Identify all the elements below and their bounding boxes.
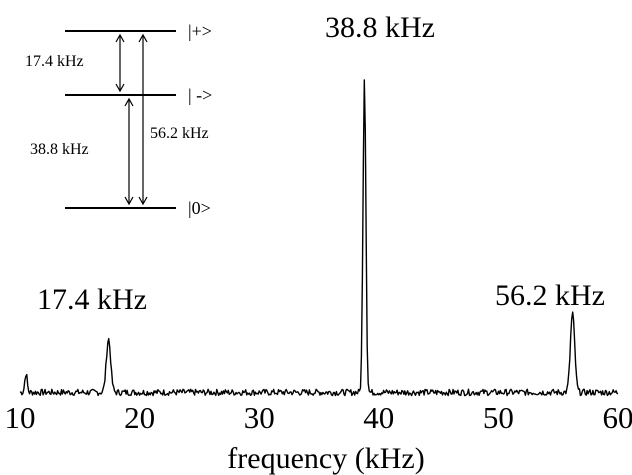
- peak-label-56-2: 56.2 kHz: [495, 279, 605, 312]
- transition-arrow-plus-zero: [138, 33, 148, 206]
- x-tick-label-60: 60: [603, 400, 632, 435]
- energy-level-inset: |+> | -> |0> 17.4 kHz 38.8 kHz 56.2 kH: [25, 21, 212, 218]
- level-label-minus: | ->: [188, 85, 212, 105]
- level-label-plus: |+>: [188, 21, 212, 41]
- transition-label-plus-minus: 17.4 kHz: [25, 53, 84, 70]
- transition-label-minus-zero: 38.8 kHz: [30, 141, 89, 158]
- x-tick-label-40: 40: [363, 400, 394, 435]
- x-axis-label: frequency (kHz): [227, 442, 424, 475]
- x-tick-label-20: 20: [124, 400, 155, 435]
- level-label-zero: |0>: [188, 198, 211, 218]
- x-tick-label-10: 10: [5, 400, 36, 435]
- transition-arrow-minus-zero: [124, 97, 134, 206]
- transition-label-plus-zero: 56.2 kHz: [150, 125, 209, 142]
- transition-arrow-plus-minus: [115, 33, 125, 93]
- peak-label-38-8: 38.8 kHz: [325, 11, 435, 44]
- peak-label-17-4: 17.4 kHz: [37, 283, 147, 316]
- series-line-spectrum: [19, 79, 619, 397]
- x-tick-label-50: 50: [483, 400, 514, 435]
- x-tick-labels: 10 20 30 40 50 60: [5, 400, 632, 435]
- x-tick-label-30: 30: [244, 400, 275, 435]
